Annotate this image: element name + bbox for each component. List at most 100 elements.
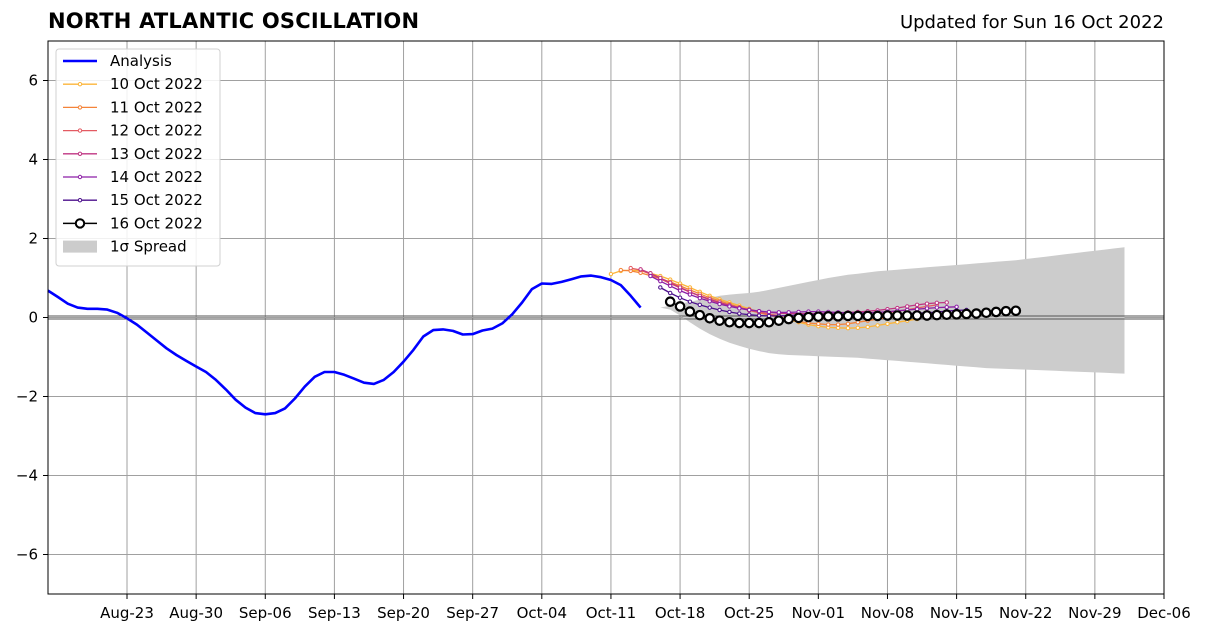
legend-label: Analysis [110, 52, 172, 70]
forecast-point [704, 312, 715, 324]
x-tick-label: Sep-06 [239, 604, 292, 622]
legend: Analysis 10 Oct 2022 11 Oct 2022 12 Oct 202… [55, 48, 221, 267]
ticks: Aug-23 Aug-30 Sep-06 Sep-13 Sep-20 Sep-27 Oct-… [16, 72, 1191, 623]
legend-label: 10 Oct 2022 [110, 75, 203, 93]
forecast-point [783, 313, 795, 325]
forecast-point [618, 267, 624, 273]
legend-box [55, 48, 221, 267]
x-tick-label: Nov-22 [999, 604, 1052, 622]
forecast-point [911, 310, 923, 321]
y-tick-label: 4 [28, 151, 38, 169]
forecast-point [734, 317, 745, 329]
forecast-point [862, 310, 874, 322]
legend-marker [77, 151, 83, 157]
forecast-point [793, 312, 804, 324]
forecast-point [658, 278, 663, 284]
forecast-point [971, 308, 982, 319]
forecast-point [1010, 305, 1022, 317]
forecast-point [717, 301, 722, 307]
legend-label: 1σ Spread [110, 238, 187, 256]
forecast-point [845, 321, 851, 327]
forecast-point [743, 317, 755, 329]
forecast-point [747, 307, 752, 313]
forecast-point [756, 308, 762, 314]
updated-date: Updated for Sun 16 Oct 2022 [899, 12, 1164, 33]
forecast-point [865, 324, 870, 330]
forecast-point [944, 305, 949, 310]
forecast-point [727, 304, 732, 309]
legend-marker [77, 128, 83, 133]
x-tick-label: Nov-08 [861, 604, 914, 622]
x-tick-label: Oct-04 [517, 604, 567, 622]
forecast-point [895, 320, 900, 325]
forecast-point [921, 310, 933, 321]
forecast-point [924, 301, 930, 306]
forecast-point [608, 271, 614, 277]
legend-entry: 15 Oct 2022 [63, 191, 203, 209]
legend-label: 11 Oct 2022 [110, 98, 203, 116]
forecast-point [628, 265, 633, 271]
x-tick-label: Nov-29 [1068, 604, 1121, 622]
forecast-point [845, 325, 851, 331]
x-tick-label: Oct-18 [655, 604, 705, 622]
spread-band [660, 247, 1125, 374]
legend-label: 16 Oct 2022 [110, 214, 203, 232]
legend-label: 13 Oct 2022 [110, 145, 203, 163]
legend-marker [77, 105, 83, 110]
forecast-point [944, 300, 949, 305]
forecast-point [766, 309, 772, 315]
forecast-point [638, 267, 643, 272]
y-tick-label: −6 [16, 546, 38, 564]
forecast-point [727, 309, 732, 315]
analysis-line [47, 274, 642, 416]
forecast-point [677, 295, 683, 300]
forecast-point [980, 307, 992, 319]
forecast-point [756, 313, 762, 318]
y-tick-label: 2 [28, 230, 38, 248]
forecast-point [697, 295, 703, 301]
x-tick-label: Sep-20 [377, 604, 430, 622]
y-tick-label: −2 [16, 388, 38, 406]
forecast-point [875, 323, 880, 328]
x-tick-label: Dec-06 [1137, 604, 1191, 622]
x-tick-label: Sep-13 [308, 604, 361, 622]
forecast-point [717, 307, 722, 313]
forecast-point [737, 306, 742, 311]
forecast-point [737, 311, 742, 316]
forecast-point [724, 316, 735, 328]
forecast-point [892, 310, 903, 321]
forecast-point [852, 310, 864, 322]
legend-entry: 16 Oct 2022 [63, 214, 203, 232]
forecast-point [961, 308, 972, 320]
forecast-point [776, 310, 782, 315]
forecast-point [1000, 305, 1012, 317]
x-tick-label: Oct-11 [586, 604, 636, 622]
forecast-point [842, 310, 854, 322]
legend-label: 15 Oct 2022 [110, 191, 203, 209]
x-tick-label: Sep-27 [446, 604, 499, 622]
forecast-point [648, 273, 653, 279]
forecast-point [658, 285, 663, 290]
forecast-point [677, 288, 683, 293]
forecast-point [901, 310, 913, 321]
forecast-point [924, 306, 930, 311]
x-tick-label: Aug-30 [169, 604, 223, 622]
forecast-point [714, 315, 725, 326]
forecast-point [934, 300, 940, 306]
forecast-point [832, 311, 844, 322]
forecast-point [813, 311, 824, 323]
y-tick-label: 0 [28, 309, 38, 327]
legend-marker [77, 174, 83, 180]
forecast-point [753, 317, 765, 329]
forecast-point [835, 322, 841, 327]
forecast-point [707, 299, 712, 304]
legend-marker [77, 198, 83, 203]
forecast-point [905, 304, 910, 309]
forecast-point [803, 311, 814, 323]
forecast-point [914, 302, 920, 308]
forecast-point [872, 310, 883, 322]
forecast-point [667, 290, 673, 296]
forecast-point [667, 283, 673, 289]
forecast-point [855, 325, 861, 330]
